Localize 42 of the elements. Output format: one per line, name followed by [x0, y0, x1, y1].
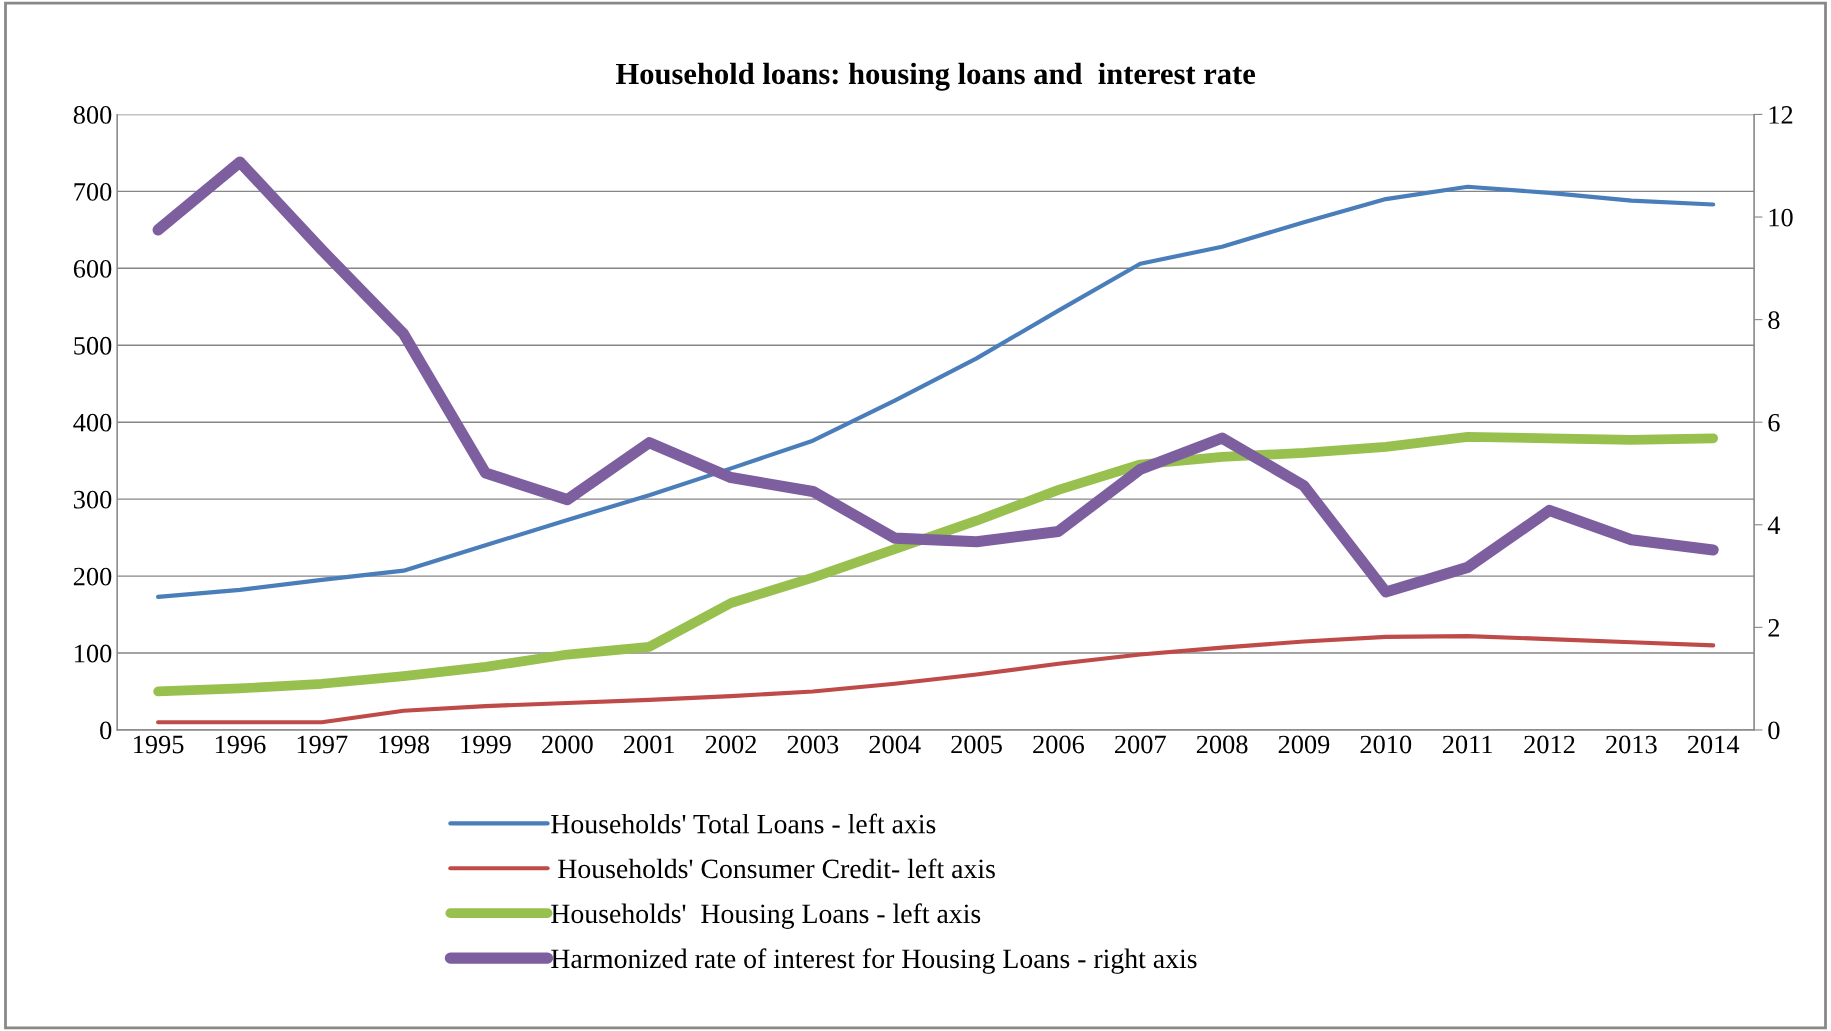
y-tick-label: 200 — [73, 567, 112, 586]
x-tick-label: 2005 — [951, 735, 1002, 754]
x-tick-label: 2003 — [787, 735, 839, 754]
legend-label: Households' Consumer Credit- left axis — [558, 858, 995, 879]
x-tick-label: 1996 — [215, 735, 266, 754]
y-tick-label: 100 — [75, 644, 112, 663]
y2-tick-label: 12 — [1769, 106, 1793, 124]
x-tick-label: 2001 — [623, 735, 674, 754]
y2-tick-label: 8 — [1768, 311, 1780, 330]
x-tick-label: 2013 — [1606, 735, 1657, 754]
x-tick-label: 1998 — [379, 735, 430, 754]
legend-label: Households' Housing Loans - left axis — [551, 903, 981, 929]
y-tick-label: 600 — [73, 259, 112, 278]
y-tick-label: 300 — [74, 490, 112, 509]
line-series — [156, 633, 1716, 725]
y-tick-label: 700 — [74, 182, 112, 201]
y-tick-label: 500 — [74, 336, 112, 355]
legend-label: Households' Total Loans - left axis — [551, 813, 936, 834]
y2-tick-label: 4 — [1767, 516, 1781, 534]
x-tick-label: 2000 — [542, 735, 593, 754]
y-tick-label: 0 — [100, 721, 112, 740]
x-tick-label: 2008 — [1196, 735, 1248, 754]
x-tick-label: 1995 — [134, 735, 184, 754]
x-tick-label: 2010 — [1360, 735, 1412, 754]
x-tick-label: 2011 — [1442, 735, 1492, 754]
x-tick-label: 2004 — [869, 735, 921, 754]
x-tick-label: 2006 — [1033, 735, 1085, 754]
x-tick-label: 1997 — [297, 735, 348, 754]
x-tick-label: 2012 — [1524, 735, 1575, 754]
y-tick-label: 800 — [73, 106, 112, 124]
x-tick-label: 2007 — [1115, 735, 1166, 754]
x-tick-label: 2014 — [1687, 735, 1740, 754]
chart-title: Household loans: housing loans and interest rate — [615, 62, 1256, 91]
x-tick-label: 2002 — [705, 735, 756, 754]
legend-label: Harmonized rate of interest for Housing Loans - right axis — [551, 948, 1197, 974]
y2-tick-label: 6 — [1768, 413, 1780, 432]
y2-tick-label: 10 — [1769, 208, 1793, 227]
y2-tick-label: 2 — [1768, 619, 1780, 637]
y-tick-label: 400 — [73, 413, 112, 432]
x-tick-label: 2009 — [1278, 735, 1330, 754]
y2-tick-label: 0 — [1768, 721, 1780, 740]
x-tick-label: 1999 — [461, 735, 511, 754]
